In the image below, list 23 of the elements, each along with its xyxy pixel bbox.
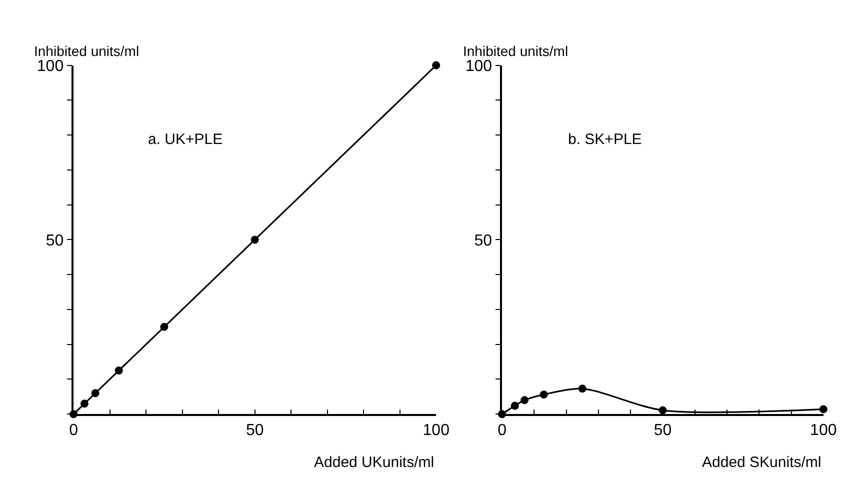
annotation: b. SK+PLE [568, 131, 642, 148]
y-axis-title: Inhibited units/ml [34, 43, 140, 59]
point [510, 402, 519, 410]
point [160, 322, 168, 331]
x-tick-label: 0 [69, 422, 78, 440]
point [91, 389, 100, 398]
point [540, 390, 548, 399]
x-tick-label: 50 [654, 422, 672, 440]
point [114, 366, 123, 375]
x-tick-label: 100 [810, 422, 837, 440]
x-axis-title: Added UKunits/ml [314, 454, 434, 471]
point [520, 396, 529, 404]
point [578, 384, 586, 393]
x-tick-label: 100 [422, 422, 450, 440]
point [819, 405, 828, 414]
point [250, 236, 259, 244]
x-tick-label: 50 [246, 422, 264, 440]
point [432, 61, 440, 70]
x-axis-title: Added SKunits/ml [702, 454, 822, 471]
point [80, 400, 88, 408]
x-tick-label: 0 [498, 422, 507, 440]
annotation: a. UK+PLE [148, 131, 223, 148]
y-axis-title: Inhibited units/ml [463, 43, 568, 59]
